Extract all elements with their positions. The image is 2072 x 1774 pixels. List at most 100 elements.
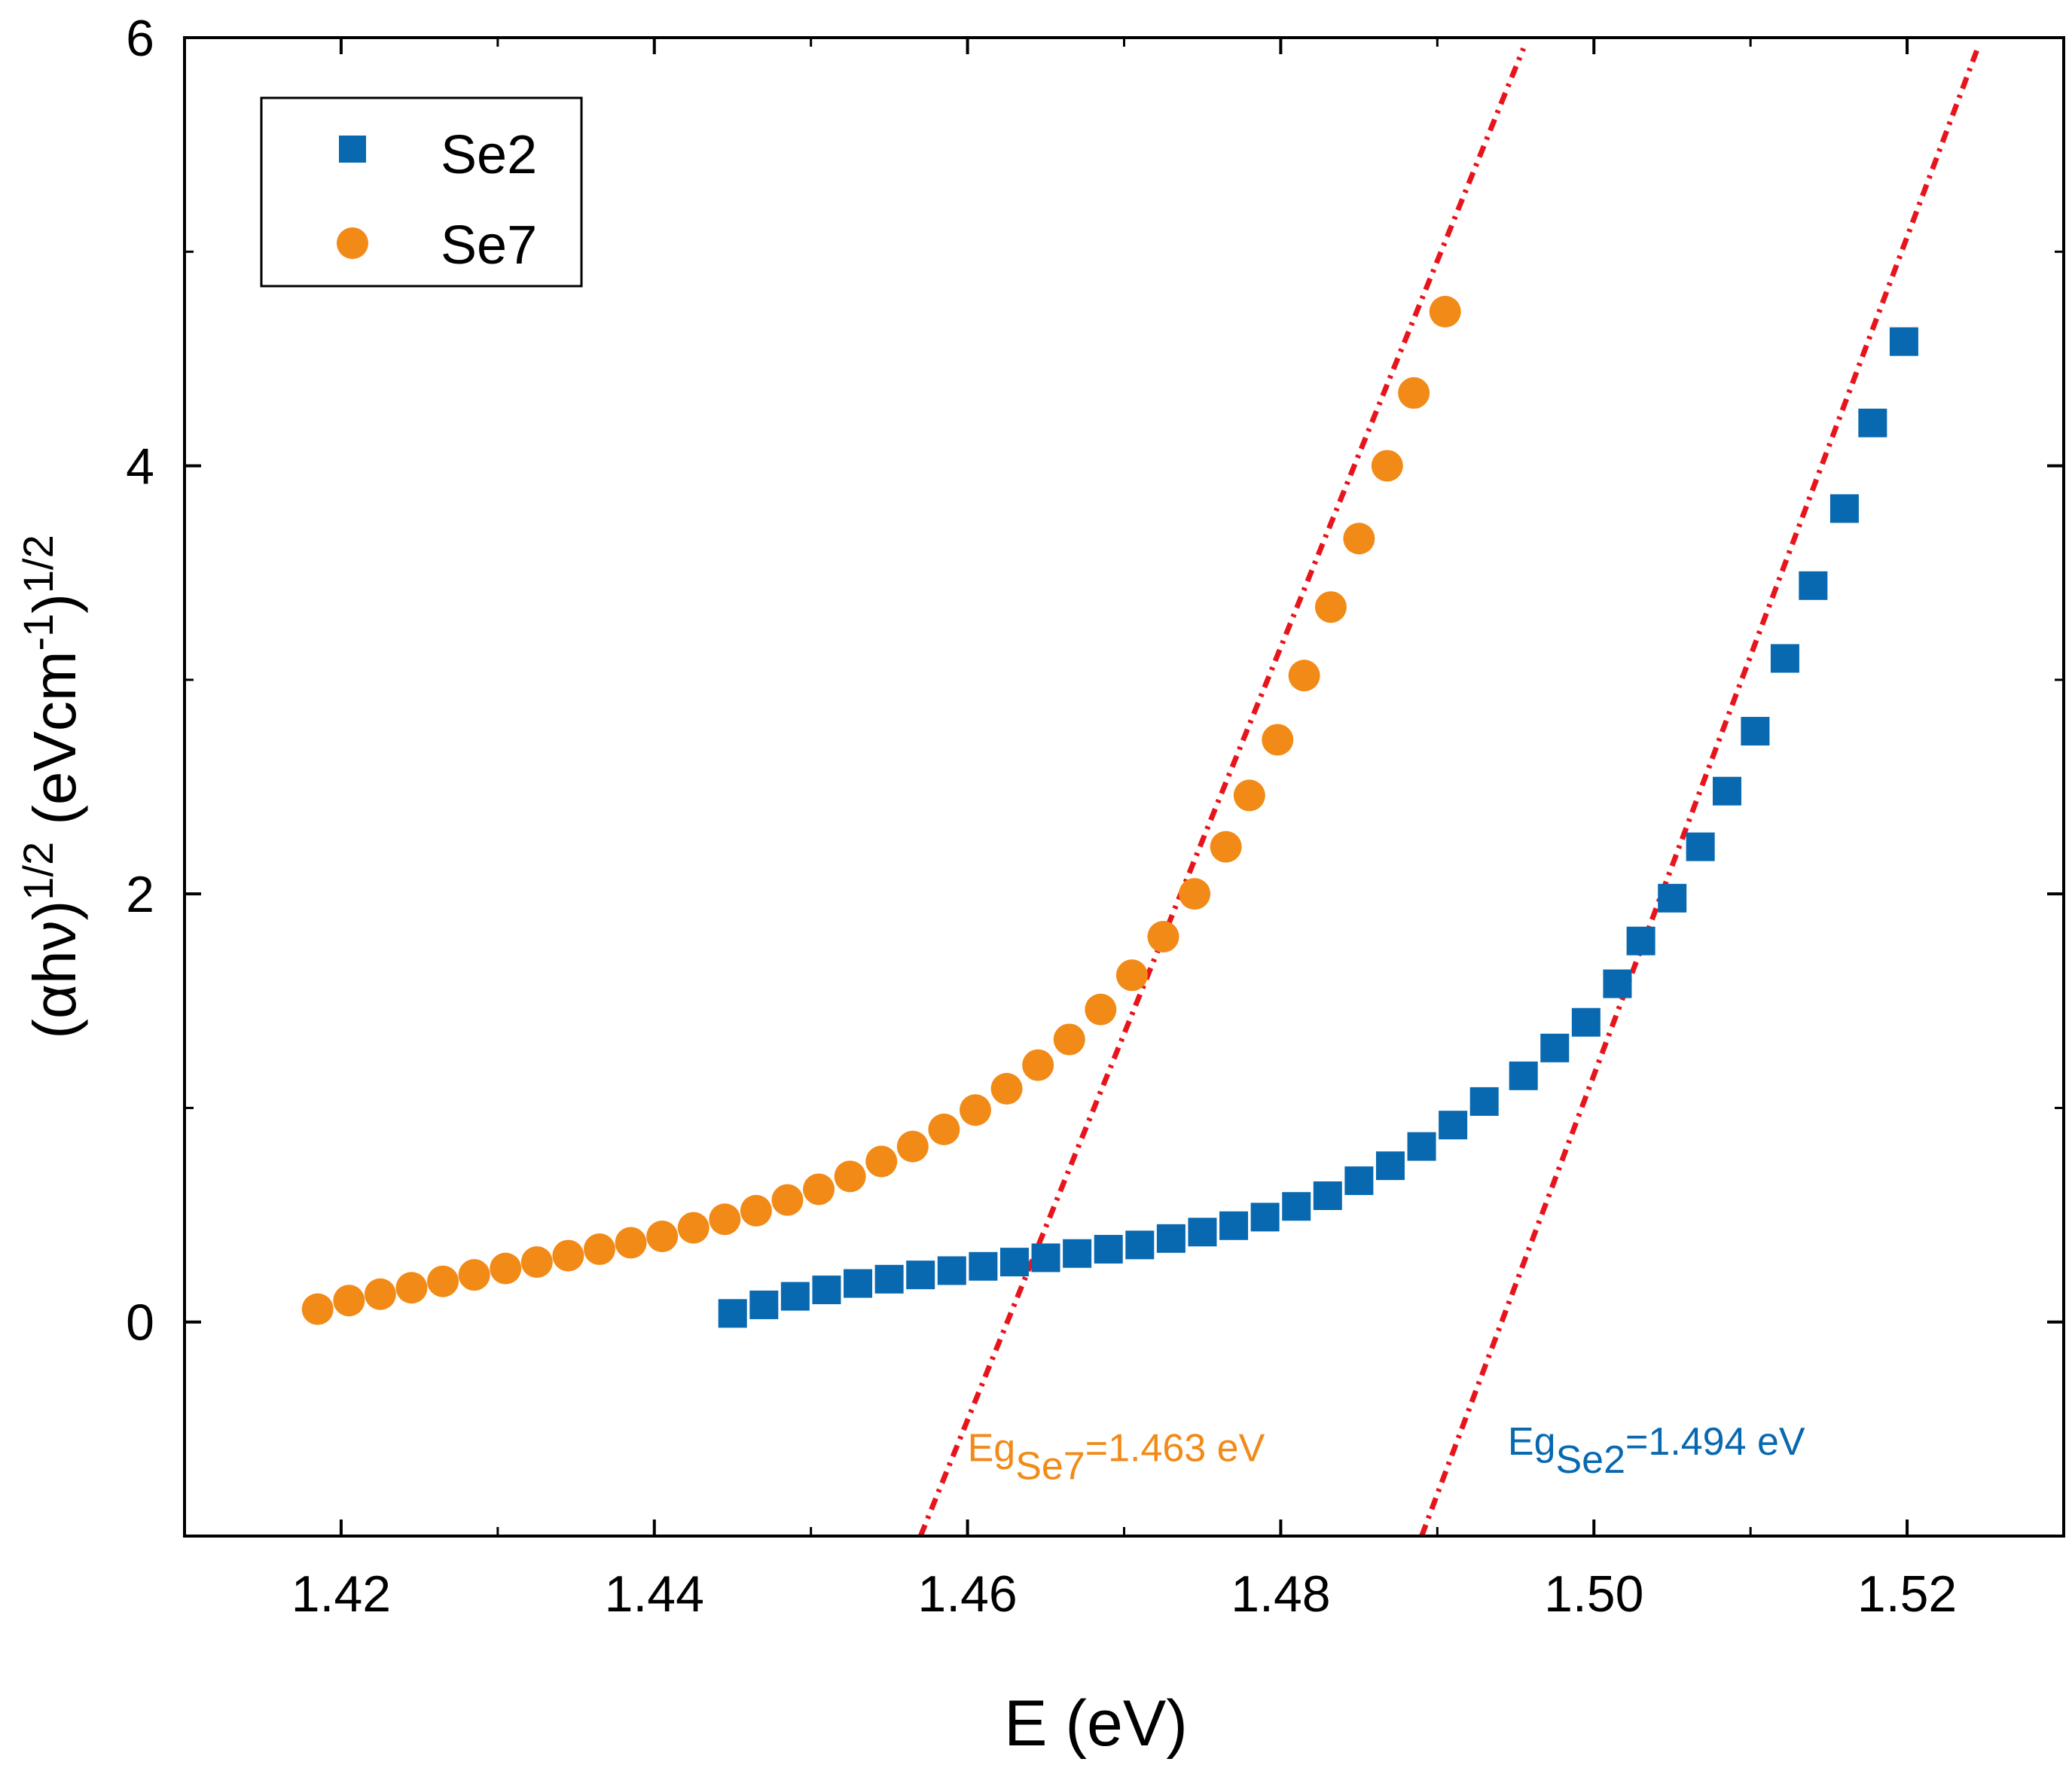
data-point — [896, 1130, 929, 1163]
data-point — [969, 1251, 998, 1281]
data-point — [1439, 1111, 1468, 1140]
data-point — [865, 1145, 898, 1178]
x-tick-label: 1.50 — [1544, 1565, 1643, 1623]
data-point — [1571, 1007, 1601, 1037]
x-tick-label: 1.46 — [917, 1565, 1017, 1623]
data-point — [1219, 1211, 1249, 1240]
data-point — [928, 1113, 960, 1145]
y-label-part3: ) — [21, 593, 88, 614]
axes: 1.42 1.44 1.46 1.48 1.50 1.52 0 2 4 6 — [126, 10, 2064, 1623]
y-label-sup1: 1/2 — [14, 842, 62, 901]
eg-base: Eg — [968, 1427, 1016, 1471]
data-point — [1288, 660, 1320, 692]
data-point — [1022, 1049, 1054, 1081]
data-point — [1407, 1132, 1436, 1161]
data-point — [1053, 1023, 1085, 1056]
x-tick-label: 1.42 — [291, 1565, 391, 1623]
data-point — [1115, 959, 1148, 992]
y-label-sup3: 1/2 — [14, 535, 62, 593]
data-point — [1686, 832, 1715, 861]
data-point — [874, 1264, 904, 1294]
legend-label-se2: Se2 — [441, 125, 537, 185]
data-series — [301, 295, 1918, 1328]
legend-box — [260, 96, 583, 288]
data-point — [718, 1299, 747, 1328]
series-se7 — [301, 295, 1461, 1325]
data-point — [812, 1276, 841, 1305]
data-point — [937, 1256, 966, 1285]
data-point — [780, 1282, 810, 1311]
data-point — [677, 1212, 709, 1244]
data-point — [1147, 921, 1179, 953]
data-point — [1712, 776, 1741, 806]
data-point — [583, 1233, 615, 1266]
eg-base: Eg — [1508, 1420, 1556, 1464]
data-point — [646, 1221, 679, 1252]
data-point — [749, 1290, 779, 1319]
data-point — [364, 1278, 396, 1310]
data-point — [803, 1173, 835, 1206]
data-point — [1469, 1087, 1499, 1116]
y-tick-label: 6 — [126, 10, 154, 67]
data-point — [1282, 1192, 1311, 1221]
eg-value: =1.494 eV — [1625, 1420, 1805, 1464]
y-tick-label: 2 — [126, 866, 154, 923]
legend-label-se7: Se7 — [441, 215, 537, 276]
data-point — [615, 1227, 647, 1259]
y-axis-label: (αhν)1/2 (eVcm-1)1/2 — [14, 535, 88, 1039]
data-point — [1156, 1224, 1186, 1253]
data-point — [1540, 1033, 1570, 1062]
x-tick-label: 1.44 — [605, 1565, 704, 1623]
data-point — [1658, 883, 1687, 913]
x-axis-label: E (eV) — [1004, 1687, 1188, 1760]
data-point — [1741, 717, 1770, 746]
x-tick-label: 1.52 — [1857, 1565, 1957, 1623]
data-point — [1626, 926, 1655, 956]
eg-subscript: Se2 — [1556, 1438, 1626, 1482]
data-point — [844, 1269, 873, 1298]
data-point — [959, 1094, 991, 1126]
eg-annotation-se2: EgSe2=1.494 eV — [1508, 1420, 1805, 1482]
data-point — [1031, 1243, 1060, 1273]
annotations: EgSe7=1.463 eV EgSe2=1.494 eV — [968, 1420, 1805, 1489]
data-point — [1250, 1202, 1280, 1232]
data-point — [301, 1293, 334, 1325]
data-point — [552, 1239, 584, 1272]
data-point — [1398, 376, 1430, 409]
y-tick-label: 4 — [126, 438, 154, 495]
data-point — [490, 1252, 522, 1285]
data-point — [834, 1160, 866, 1193]
data-point — [999, 1248, 1029, 1277]
data-point — [1429, 295, 1461, 328]
data-point — [1314, 591, 1347, 623]
data-point — [1344, 1166, 1374, 1196]
data-point — [1085, 993, 1117, 1026]
data-point — [1125, 1230, 1155, 1260]
data-point — [1375, 1151, 1405, 1181]
x-tick-label: 1.48 — [1231, 1565, 1330, 1623]
data-point — [333, 1285, 365, 1317]
fit-line-se2 — [1419, 47, 1980, 1536]
y-label-sup2: -1 — [14, 614, 62, 651]
data-point — [1262, 724, 1294, 756]
y-label-part1: (αhν) — [21, 901, 88, 1039]
fit-lines — [917, 47, 1980, 1536]
data-point — [1829, 494, 1859, 523]
data-point — [1770, 644, 1799, 673]
data-point — [1233, 779, 1265, 812]
data-point — [1343, 523, 1375, 555]
data-point — [771, 1184, 804, 1216]
data-point — [990, 1072, 1023, 1105]
data-point — [427, 1265, 459, 1297]
data-point — [1799, 571, 1828, 600]
series-se2 — [718, 327, 1918, 1328]
data-point — [709, 1203, 741, 1236]
data-point — [1889, 327, 1918, 356]
data-point — [520, 1246, 553, 1279]
data-point — [1371, 450, 1403, 482]
data-point — [1603, 969, 1632, 998]
data-point — [1188, 1218, 1217, 1247]
